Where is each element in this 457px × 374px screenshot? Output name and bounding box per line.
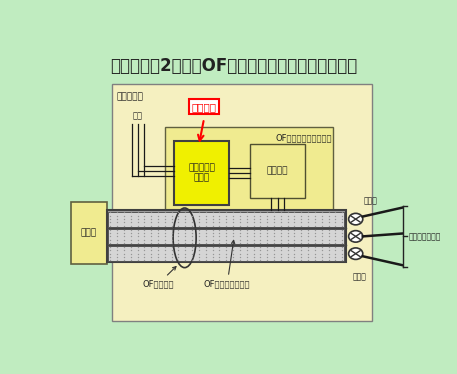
Text: 屋内閉開所: 屋内閉開所 <box>116 92 143 101</box>
Bar <box>108 229 345 244</box>
Text: OFケーブル: OFケーブル <box>142 267 176 289</box>
Text: OFケーブルダクト: OFケーブルダクト <box>204 240 250 289</box>
Text: 変圧器: 変圧器 <box>81 228 97 237</box>
Bar <box>71 202 107 264</box>
Bar <box>174 141 229 205</box>
Bar <box>250 144 305 197</box>
Bar <box>112 84 372 321</box>
Circle shape <box>349 213 363 225</box>
Circle shape <box>349 231 363 242</box>
Text: OFケーブル監視盤２号: OFケーブル監視盤２号 <box>275 133 332 142</box>
Text: 伊方発電所2号機　OFケーブル監視盤まわり概略図: 伊方発電所2号機 OFケーブル監視盤まわり概略図 <box>111 58 358 76</box>
Text: 当該箇所: 当該箇所 <box>191 102 217 112</box>
Bar <box>108 246 345 261</box>
Bar <box>165 127 334 222</box>
Text: 送電線: 送電線 <box>363 196 377 205</box>
Bar <box>108 212 345 227</box>
Text: 制御電源用
変圧器: 制御電源用 変圧器 <box>188 163 215 183</box>
Text: 電源: 電源 <box>133 111 143 121</box>
Text: 伊方北・南幹線: 伊方北・南幹線 <box>409 232 441 241</box>
Bar <box>107 211 346 262</box>
Text: 監視回路: 監視回路 <box>267 166 288 175</box>
Circle shape <box>349 248 363 260</box>
Text: 遮断器: 遮断器 <box>352 272 366 281</box>
